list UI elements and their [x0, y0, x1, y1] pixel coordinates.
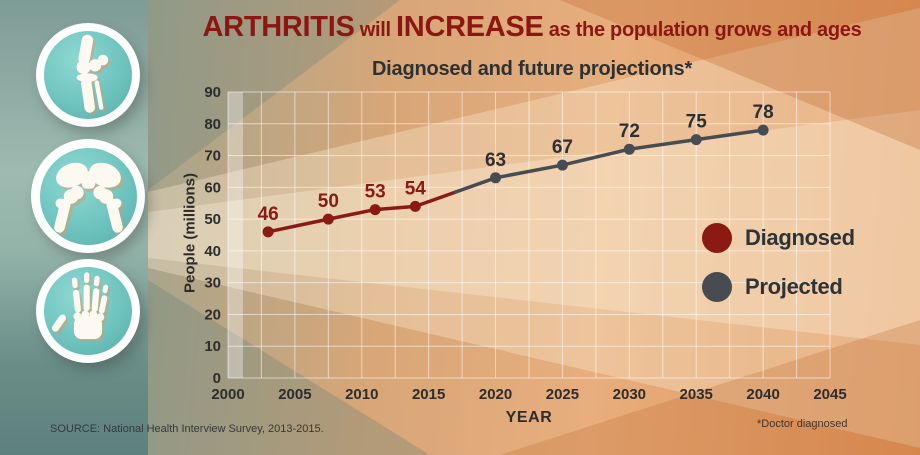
legend-item-diagnosed: Diagnosed — [702, 223, 855, 253]
projected-point-value-label: 67 — [552, 137, 573, 158]
title-emphasis-2: INCREASE — [396, 11, 544, 43]
x-axis-title: YEAR — [505, 409, 553, 426]
projected-point-value-label: 75 — [686, 112, 708, 133]
x-tick-label: 2045 — [813, 386, 846, 403]
gridlines — [227, 91, 831, 379]
y-tick-label: 80 — [204, 116, 221, 133]
hand-circle-inner — [44, 267, 132, 355]
x-tick-label: 2015 — [412, 386, 445, 403]
joint-icon-rail — [0, 0, 148, 455]
legend-item-projected: Projected — [702, 272, 855, 302]
hand-circle — [36, 259, 140, 363]
axis-highlight-strip — [228, 92, 243, 378]
knee-circle-inner — [44, 31, 132, 119]
y-tick-label: 50 — [204, 211, 221, 228]
doctor-diagnosed-footnote: *Doctor diagnosed — [757, 418, 848, 430]
diagnosed-point-marker — [262, 226, 274, 238]
y-axis-ticks: 0 10 20 30 40 50 60 70 80 90 — [204, 84, 221, 387]
title-text-2: as the population grows and ages — [543, 19, 862, 41]
projected-point-value-label: 63 — [485, 150, 506, 171]
x-tick-label: 2000 — [211, 386, 244, 403]
hip-circle — [31, 139, 145, 253]
x-axis-ticks: 2000 2005 2010 2015 2020 2025 2030 2035 2040 2045 — [211, 386, 846, 403]
y-axis-title: People (millions) — [181, 172, 199, 294]
y-tick-label: 20 — [204, 306, 221, 323]
x-tick-label: 2010 — [345, 386, 378, 403]
projected-point-marker — [623, 143, 635, 155]
title-emphasis-1: ARTHRITIS — [202, 11, 355, 43]
x-tick-label: 2005 — [278, 386, 311, 403]
x-tick-label: 2035 — [680, 386, 713, 403]
x-tick-label: 2040 — [746, 386, 779, 403]
y-tick-label: 0 — [213, 370, 221, 387]
x-tick-label: 2025 — [546, 386, 579, 403]
knee-circle — [36, 23, 140, 127]
diagnosed-point-value-label: 46 — [258, 204, 279, 225]
source-note: SOURCE: National Health Interview Survey… — [50, 423, 324, 435]
legend-label-diagnosed: Diagnosed — [745, 225, 855, 250]
y-tick-label: 90 — [204, 84, 221, 101]
hip-circle-inner — [39, 147, 137, 245]
projected-point-marker — [556, 159, 568, 171]
chart-legend: Diagnosed Projected — [702, 223, 855, 302]
chart-subtitle: Diagnosed and future projections* — [371, 58, 693, 80]
projected-color-dot — [702, 272, 732, 302]
title-text-1: will — [354, 19, 397, 41]
y-tick-label: 40 — [204, 243, 221, 260]
diagnosed-point-value-label: 53 — [365, 182, 386, 203]
diagnosed-point-marker — [369, 204, 381, 216]
projected-point-value-label: 78 — [753, 102, 774, 123]
diagnosed-point-value-label: 54 — [405, 178, 427, 199]
y-tick-label: 70 — [204, 148, 221, 165]
legend-label-projected: Projected — [745, 274, 843, 299]
page-title: ARTHRITIS will INCREASE as the populatio… — [150, 11, 914, 44]
x-tick-label: 2020 — [479, 386, 512, 403]
projected-line — [453, 128, 765, 194]
y-tick-label: 60 — [204, 179, 221, 196]
y-tick-label: 30 — [204, 275, 221, 292]
diagnosed-color-dot — [702, 223, 732, 253]
projected-point-marker — [490, 172, 502, 184]
projected-point-marker — [757, 124, 769, 136]
diagnosed-point-marker — [322, 213, 334, 225]
diagnosed-point-marker — [409, 200, 421, 212]
x-tick-label: 2030 — [613, 386, 646, 403]
y-tick-label: 10 — [204, 338, 221, 355]
projected-point-marker — [690, 134, 702, 146]
projected-point-value-label: 72 — [619, 121, 640, 142]
diagnosed-point-value-label: 50 — [318, 191, 339, 212]
